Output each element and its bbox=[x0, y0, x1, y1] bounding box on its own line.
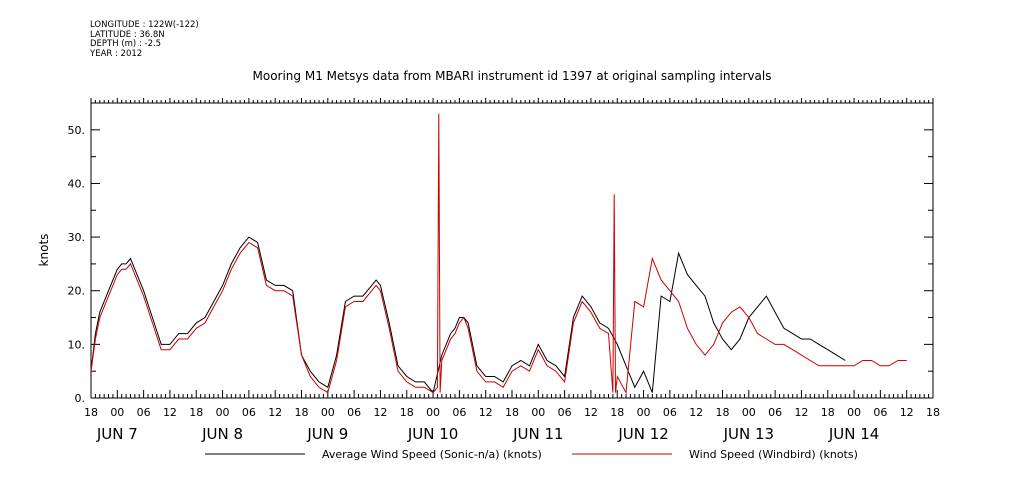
x-hour-label: 06 bbox=[347, 406, 361, 419]
x-hour-label: 12 bbox=[479, 406, 493, 419]
x-hour-label: 00 bbox=[847, 406, 861, 419]
x-hour-label: 18 bbox=[821, 406, 835, 419]
x-hour-label: 12 bbox=[163, 406, 177, 419]
y-tick-label: 50. bbox=[68, 124, 86, 137]
x-hour-label: 12 bbox=[900, 406, 914, 419]
x-hour-label: 00 bbox=[426, 406, 440, 419]
chart-title: Mooring M1 Metsys data from MBARI instru… bbox=[253, 69, 772, 83]
x-hour-label: 18 bbox=[505, 406, 519, 419]
x-hour-label: 00 bbox=[531, 406, 545, 419]
axis-ticks: 0. 10. 20. 30. 40. 50. 18 00 06 12 18 00 06 12 18 00 06 1… bbox=[68, 98, 940, 443]
legend: Average Wind Speed (Sonic-n/a) (knots) W… bbox=[205, 448, 858, 461]
x-day-label: JUN 11 bbox=[512, 425, 563, 443]
latitude-label: LATITUDE : 36.8N bbox=[90, 29, 165, 40]
x-hour-label: 12 bbox=[373, 406, 387, 419]
x-hour-label: 06 bbox=[768, 406, 782, 419]
x-hour-label: 00 bbox=[742, 406, 756, 419]
x-hour-label: 00 bbox=[216, 406, 230, 419]
x-hour-label: 06 bbox=[873, 406, 887, 419]
x-day-label: JUN 9 bbox=[306, 425, 348, 443]
y-tick-label: 0. bbox=[75, 392, 86, 405]
depth-label: DEPTH (m) : -2.5 bbox=[90, 39, 162, 49]
x-hour-label: 06 bbox=[663, 406, 677, 419]
legend-sonic-label: Average Wind Speed (Sonic-n/a) (knots) bbox=[322, 448, 542, 461]
x-day-label: JUN 8 bbox=[201, 425, 243, 443]
year-label: YEAR : 2012 bbox=[90, 48, 143, 59]
x-hour-label: 06 bbox=[452, 406, 466, 419]
longitude-label: LONGITUDE : 122W(-122) bbox=[90, 20, 199, 30]
x-hour-label: 18 bbox=[84, 406, 98, 419]
x-hour-label: 12 bbox=[584, 406, 598, 419]
series-layer bbox=[90, 113, 907, 395]
series-line-sonic bbox=[90, 236, 846, 394]
x-hour-label: 06 bbox=[242, 406, 256, 419]
x-hour-label: 06 bbox=[558, 406, 572, 419]
y-tick-label: 10. bbox=[68, 338, 86, 351]
x-hour-label: 18 bbox=[610, 406, 624, 419]
x-day-label: JUN 10 bbox=[407, 425, 458, 443]
y-tick-label: 40. bbox=[68, 177, 86, 190]
x-hour-label: 06 bbox=[137, 406, 151, 419]
x-hour-label: 12 bbox=[794, 406, 808, 419]
x-day-label: JUN 12 bbox=[617, 425, 668, 443]
y-tick-label: 20. bbox=[68, 285, 86, 298]
x-hour-label: 00 bbox=[321, 406, 335, 419]
x-hour-label: 00 bbox=[637, 406, 651, 419]
x-hour-label: 12 bbox=[689, 406, 703, 419]
x-hour-label: 18 bbox=[189, 406, 203, 419]
x-hour-label: 00 bbox=[110, 406, 124, 419]
x-hour-label: 18 bbox=[926, 406, 940, 419]
y-tick-label: 30. bbox=[68, 231, 86, 244]
plot-frame bbox=[90, 102, 934, 399]
x-hour-label: 18 bbox=[295, 406, 309, 419]
series-line-windbird bbox=[90, 113, 907, 395]
x-day-label: JUN 13 bbox=[723, 425, 774, 443]
metadata-block: LONGITUDE : 122W(-122) LATITUDE : 36.8N … bbox=[90, 20, 199, 59]
x-hour-label: 18 bbox=[400, 406, 414, 419]
x-hour-label: 12 bbox=[268, 406, 282, 419]
x-day-label: JUN 7 bbox=[96, 425, 138, 443]
legend-windbird-label: Wind Speed (Windbird) (knots) bbox=[689, 448, 858, 461]
y-axis-label: knots bbox=[37, 234, 51, 267]
x-hour-label: 18 bbox=[716, 406, 730, 419]
x-day-label: JUN 14 bbox=[828, 425, 879, 443]
